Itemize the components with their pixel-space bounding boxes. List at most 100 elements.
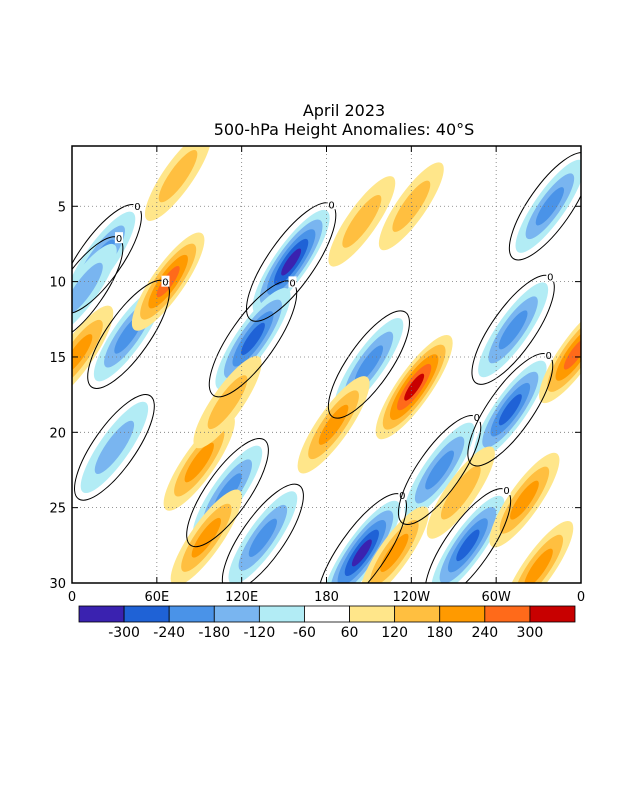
anomaly-band: [248, 518, 278, 557]
y-tick-label: 20: [49, 426, 66, 441]
contour-label-bg: [161, 275, 170, 287]
contour-label: 0: [328, 200, 334, 211]
high-anomaly: [503, 520, 574, 583]
anomaly-band: [281, 248, 302, 276]
low-anomaly: [404, 422, 475, 518]
anomaly-band: [425, 450, 455, 490]
contour-label-bg: [544, 348, 553, 360]
anomaly-band: [191, 517, 221, 558]
y-tick-label: 10: [49, 276, 66, 291]
contour-label-bg: [115, 232, 124, 244]
contour-label: 0: [116, 234, 122, 245]
colorbar-swatch: [168, 605, 215, 623]
contour-label: 0: [162, 278, 168, 289]
low-anomaly: [431, 495, 505, 583]
colorbar: -300 -240 -180 -120 -60 60 120 180 240 300: [78, 605, 576, 641]
anomaly-band: [342, 194, 382, 248]
contour-label: 0: [399, 491, 405, 502]
zero-contour: [74, 394, 155, 501]
contour-label: 0: [289, 278, 295, 289]
contour-label-bg: [133, 199, 142, 211]
anomaly-band: [184, 442, 214, 483]
colorbar-swatch: [439, 605, 486, 623]
anomaly-band: [158, 149, 198, 203]
x-tick-label: 180: [314, 590, 339, 605]
anomaly-band: [404, 373, 425, 401]
anomaly-band: [510, 480, 539, 520]
anomaly-band: [498, 394, 522, 426]
colorbar-label: 60: [341, 625, 359, 641]
colorbar-swatch: [78, 605, 125, 623]
x-tick-label: 120W: [392, 590, 430, 605]
colorbar-label: -180: [198, 625, 230, 641]
anomaly-band: [524, 548, 553, 583]
zero-contour: [508, 152, 581, 261]
zero-contour: [186, 437, 269, 548]
y-tick-label: 5: [58, 200, 66, 215]
contour-label-bg: [546, 270, 555, 282]
zero-contour: [327, 310, 410, 419]
axis-layer: 0 60E 120E 180 120W 60W 0 5 10 15 20 25 30: [49, 146, 585, 605]
high-anomaly: [170, 489, 242, 583]
low-anomaly: [252, 209, 330, 315]
low-anomaly: [72, 243, 117, 335]
colorbar-swatch: [258, 605, 305, 623]
x-tick-label: 60W: [481, 590, 511, 605]
anomaly-band: [563, 338, 581, 370]
high-anomaly: [539, 304, 581, 404]
zero-contour-layer: 0 0 0 0 0 0 0 0 0 0 0: [72, 148, 590, 583]
x-tick-label: 0: [68, 590, 76, 605]
anomaly-band: [440, 465, 481, 520]
chart-title: April 2023: [303, 101, 385, 120]
high-anomaly: [359, 506, 429, 583]
low-anomaly: [80, 401, 149, 494]
anomaly-band: [72, 262, 103, 316]
high-anomaly: [328, 176, 396, 267]
anomaly-band: [380, 533, 409, 573]
contour-label: 0: [583, 150, 589, 161]
anomaly-band: [241, 322, 265, 356]
anomaly-band: [354, 345, 384, 384]
high-anomaly: [144, 146, 212, 221]
contour-label: 0: [503, 486, 509, 497]
low-anomaly: [515, 159, 581, 253]
low-anomaly: [323, 500, 401, 583]
colorbar-swatch: [123, 605, 170, 623]
low-anomaly: [478, 282, 549, 378]
low-anomaly: [215, 288, 291, 390]
grid-layer: [72, 146, 581, 583]
x-tick-label: 60E: [144, 590, 169, 605]
colorbar-label: -60: [293, 625, 316, 641]
x-tick-label: 120E: [225, 590, 258, 605]
contour-label-bg: [472, 410, 481, 422]
colorbar-label: 180: [426, 625, 453, 641]
colorbar-swatch: [484, 605, 531, 623]
anomaly-band: [535, 187, 565, 226]
colorbar-swatch: [349, 605, 396, 623]
contour-label-bg: [327, 198, 336, 210]
colorbar-swatch: [304, 605, 350, 623]
anomaly-band: [94, 420, 135, 475]
high-anomaly: [72, 305, 114, 403]
y-tick-label: 15: [49, 351, 66, 366]
colorbar-swatch: [394, 605, 441, 623]
anomaly-band: [498, 310, 528, 350]
y-tick-label: 30: [49, 577, 66, 592]
high-anomaly: [489, 452, 560, 548]
zero-contour: [221, 483, 304, 583]
y-tick-label: 25: [49, 502, 66, 517]
anomaly-band: [351, 539, 372, 567]
contour-label: 0: [545, 351, 551, 362]
anomaly-band: [456, 529, 480, 562]
low-anomaly: [474, 360, 547, 459]
colorbar-swatch: [529, 605, 576, 623]
x-tick-label: 0: [577, 590, 585, 605]
colorbar-label: -300: [108, 625, 140, 641]
low-anomaly: [228, 491, 298, 583]
colorbar-label: -240: [153, 625, 185, 641]
high-anomaly: [163, 414, 235, 511]
colorbar-label: 120: [381, 625, 408, 641]
contour-label-bg: [582, 148, 590, 159]
colorbar-label: 240: [471, 625, 498, 641]
